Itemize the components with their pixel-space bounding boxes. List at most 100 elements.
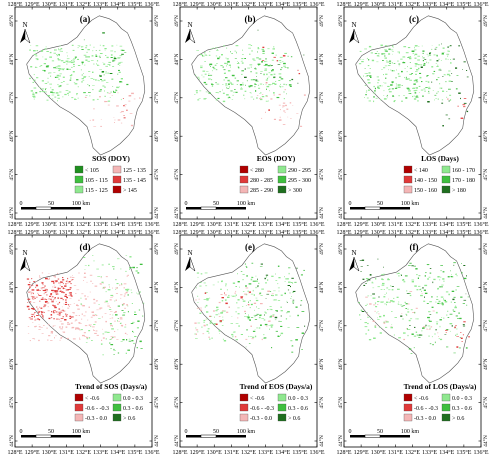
longitude-label-top: 134°E	[275, 1, 290, 8]
legend: Trend of LOS (Days/a) < -0.6 0.0 - 0.3 -0.6…	[404, 382, 477, 422]
longitude-label-top: 132°E	[241, 1, 256, 8]
legend-label: 280 - 285	[250, 178, 273, 184]
legend-label: 0.3 - 0.6	[123, 406, 143, 412]
longitude-label-top: 134°E	[439, 229, 454, 236]
north-label: N	[187, 21, 192, 29]
latitude-label-right: 47°N	[318, 320, 325, 332]
legend-label: 140 - 150	[414, 178, 437, 184]
latitude-label-left: 44°N	[337, 435, 344, 447]
latitude-label-left: 45°N	[173, 169, 180, 181]
latitude-label-left: 44°N	[8, 207, 15, 219]
phenology-pixels	[358, 43, 469, 127]
latitude-label-left: 47°N	[8, 92, 15, 104]
longitude-label-bottom: 132°E	[241, 221, 256, 228]
longitude-labels: 128°E128°E129°E129°E130°E130°E131°E131°E…	[7, 229, 159, 456]
latitude-labels: 49°N 49°N 48°N 48°N 47°N 47°N 46°N 46°N 45°N 45°N…	[337, 243, 489, 447]
latitude-label-right: 46°N	[318, 358, 325, 370]
latitude-label-right: 45°N	[153, 397, 160, 409]
latitude-label-left: 47°N	[337, 320, 344, 332]
longitude-label-bottom: 129°E	[354, 449, 369, 456]
latitude-label-right: 49°N	[153, 243, 160, 255]
legend-swatch	[112, 175, 122, 184]
longitude-label-bottom: 130°E	[42, 221, 57, 228]
legend-swatch	[277, 175, 287, 184]
longitude-label-top: 130°E	[207, 1, 222, 8]
legend-swatch	[112, 393, 122, 402]
map-panel-a: 128°E128°E129°E129°E130°E130°E131°E131°E…	[7, 1, 160, 228]
legend-swatch	[277, 393, 287, 402]
longitude-label-top: 129°E	[190, 1, 205, 8]
latitude-label-left: 47°N	[337, 92, 344, 104]
panel-label: (d)	[80, 242, 91, 252]
longitude-label-top: 134°E	[110, 1, 125, 8]
legend-swatch	[403, 403, 413, 412]
scale-label-zero: 0	[349, 429, 352, 435]
legend-swatch	[403, 165, 413, 174]
legend-label: 0.0 - 0.3	[452, 396, 472, 402]
latitude-label-right: 45°N	[482, 397, 489, 409]
latitude-label-left: 49°N	[173, 15, 180, 27]
latitude-label-left: 48°N	[8, 54, 15, 66]
longitude-label-bottom: 135°E	[456, 449, 471, 456]
legend-label: -0.6 - -0.3	[414, 406, 438, 412]
legend-swatch	[239, 175, 249, 184]
longitude-label-bottom: 131°E	[59, 221, 74, 228]
latitude-label-left: 44°N	[337, 207, 344, 219]
panel-label: (e)	[245, 242, 255, 252]
longitude-label-top: 132°E	[76, 229, 91, 236]
legend-label: -0.3 - 0.0	[250, 416, 272, 422]
longitude-label-top: 133°E	[93, 1, 108, 8]
legend-label: 0.3 - 0.6	[452, 406, 472, 412]
longitude-label-bottom: 132°E	[76, 449, 91, 456]
scale-label-end: 100 km	[237, 429, 256, 435]
phenology-pixels	[358, 258, 470, 354]
longitude-labels: 128°E128°E129°E129°E130°E130°E131°E131°E…	[7, 1, 159, 228]
phenology-pixels	[29, 32, 141, 127]
longitude-label-bottom: 129°E	[354, 221, 369, 228]
map-panel-b: 128°E128°E129°E129°E130°E130°E131°E131°E…	[172, 1, 325, 228]
north-arrow-icon: N	[185, 21, 196, 44]
legend-swatch	[239, 393, 249, 402]
legend-label: > 0.6	[288, 416, 300, 422]
north-label: N	[22, 21, 27, 29]
latitude-label-right: 49°N	[318, 15, 325, 27]
scale-label-zero: 0	[185, 429, 188, 435]
latitude-label-left: 45°N	[8, 397, 15, 409]
scale-bar: 0 50 100 km	[20, 429, 90, 438]
scale-bar: 0 50 100 km	[349, 201, 419, 210]
legend-title: EOS (DOY)	[257, 154, 296, 163]
longitude-label-top: 128°E	[7, 1, 22, 8]
legend-swatch	[112, 165, 122, 174]
panel-label: (a)	[80, 14, 91, 24]
longitude-label-top: 130°E	[371, 229, 386, 236]
legend-swatch	[403, 175, 413, 184]
legend-title: Trend of LOS (Days/a)	[404, 382, 477, 391]
longitude-label-top: 131°E	[59, 1, 74, 8]
latitude-label-right: 47°N	[482, 320, 489, 332]
longitude-label-bottom: 130°E	[207, 221, 222, 228]
longitude-label-top: 135°E	[127, 1, 142, 8]
latitude-labels: 49°N 49°N 48°N 48°N 47°N 47°N 46°N 46°N 45°N 45°N…	[337, 15, 489, 219]
latitude-label-left: 45°N	[8, 169, 15, 181]
legend-label: < 280	[250, 168, 264, 174]
legend-title: Trend of SOS (Days/a)	[75, 382, 148, 391]
latitude-label-right: 47°N	[318, 92, 325, 104]
latitude-label-left: 46°N	[173, 130, 180, 142]
legend-swatch	[74, 185, 84, 194]
legend: Trend of SOS (Days/a) < -0.6 0.0 - 0.3 -0.6…	[74, 382, 148, 422]
latitude-label-left: 46°N	[8, 130, 15, 142]
longitude-label-bottom: 135°E	[292, 221, 307, 228]
latitude-label-left: 45°N	[337, 397, 344, 409]
legend-swatch	[441, 185, 451, 194]
longitude-label-top: 136°E	[144, 1, 159, 8]
latitude-label-right: 44°N	[482, 435, 489, 447]
longitude-label-bottom: 130°E	[207, 449, 222, 456]
legend-label: 125 - 135	[123, 168, 146, 174]
longitude-label-bottom: 135°E	[127, 221, 142, 228]
longitude-label-bottom: 134°E	[439, 221, 454, 228]
longitude-label-bottom: 136°E	[144, 449, 159, 456]
latitude-labels: 49°N 49°N 48°N 48°N 47°N 47°N 46°N 46°N 45°N 45°N…	[173, 15, 325, 219]
legend-swatch	[403, 393, 413, 402]
longitude-label-top: 134°E	[275, 229, 290, 236]
latitude-label-right: 49°N	[153, 15, 160, 27]
